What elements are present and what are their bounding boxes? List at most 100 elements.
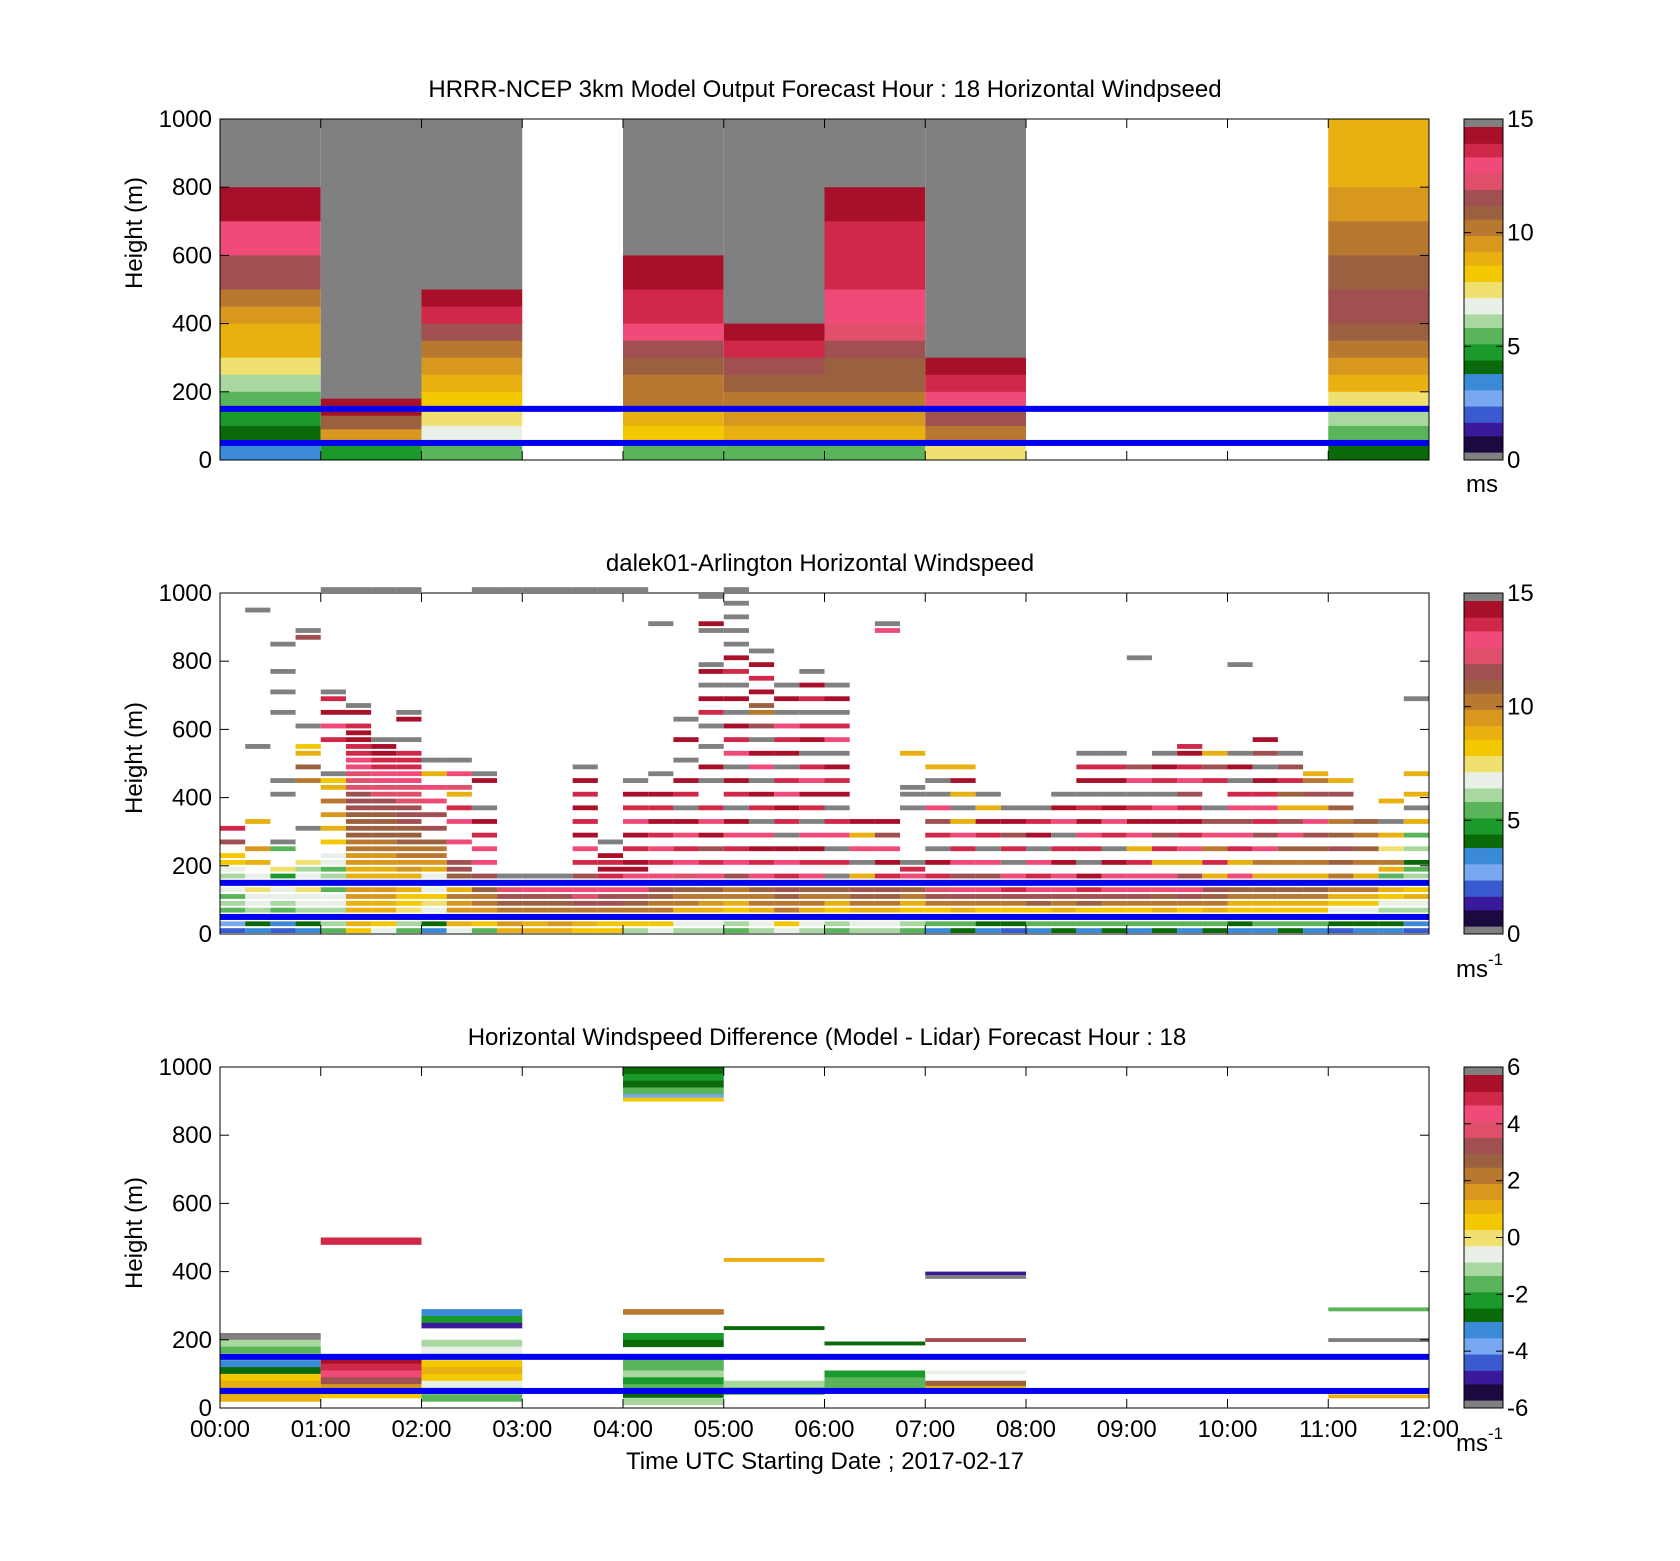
colorbar-swatch	[1464, 733, 1503, 738]
lidar-cell	[421, 907, 447, 913]
colorbar-swatch	[1464, 722, 1503, 727]
colorbar-swatch	[1464, 200, 1503, 204]
lidar-cell	[849, 894, 875, 899]
model-cell	[1328, 187, 1429, 222]
colorbar-swatch	[1464, 1112, 1503, 1117]
model-cell	[723, 391, 825, 410]
colorbar-swatch	[1464, 1370, 1503, 1374]
lidar-cell	[849, 832, 875, 838]
model-cell	[824, 425, 926, 444]
model-cell	[1328, 340, 1429, 359]
colorbar-swatch	[1464, 284, 1503, 288]
colorbar-swatch	[1464, 162, 1503, 166]
lidar-cell	[824, 894, 850, 899]
lidar-cell	[799, 791, 825, 797]
lidar-cell	[1126, 764, 1152, 770]
model-cell	[320, 119, 422, 400]
lidar-cell	[1151, 846, 1178, 852]
colorbar-swatch	[1464, 1348, 1503, 1352]
colorbar-swatch	[1464, 1183, 1503, 1187]
colorbar-swatch	[1464, 311, 1503, 315]
lidar-cell	[673, 832, 699, 838]
lidar-cell	[572, 873, 598, 879]
difference-cell	[220, 1380, 321, 1389]
colorbar-swatch	[1464, 1088, 1503, 1092]
lidar-cell	[723, 846, 749, 852]
lidar-cell	[748, 873, 775, 879]
lidar-cell	[320, 887, 346, 893]
lidar-cell	[1026, 894, 1052, 899]
colorbar-swatch	[1464, 1153, 1503, 1157]
lidar-cell	[748, 846, 775, 852]
difference-cell	[421, 1339, 523, 1348]
colorbar-swatch	[1464, 1118, 1503, 1122]
lidar-cell	[245, 894, 271, 899]
x-tick-label: 07:00	[895, 1416, 955, 1443]
colorbar-swatch	[1464, 178, 1503, 182]
model-cell	[623, 323, 724, 342]
colorbar-swatch	[1464, 1307, 1503, 1312]
lidar-cell	[245, 928, 271, 933]
lidar-cell	[446, 859, 472, 865]
difference-cell	[824, 1341, 926, 1346]
lidar-cell	[950, 846, 976, 852]
lidar-cell	[774, 832, 800, 838]
colorbar-swatch	[1464, 771, 1503, 775]
model-cell	[925, 408, 1026, 427]
panel-difference-colorbar-unit-exponent: -1	[1488, 1424, 1503, 1443]
colorbar-swatch	[1464, 625, 1503, 629]
colorbar-swatch	[1464, 779, 1503, 784]
lidar-cell	[723, 791, 749, 797]
lidar-cell	[648, 873, 674, 879]
lidar-cell	[1000, 805, 1026, 811]
lidar-cell	[270, 791, 296, 797]
colorbar-swatch	[1464, 1202, 1503, 1206]
colorbar-tick-label: 0	[1507, 447, 1520, 474]
lidar-cell	[1202, 873, 1228, 879]
x-tick-label: 08:00	[996, 1416, 1056, 1443]
lidar-cell	[799, 894, 825, 899]
colorbar-tick-label: 15	[1507, 106, 1534, 133]
colorbar-swatch	[1464, 159, 1503, 163]
colorbar-swatch	[1464, 682, 1503, 686]
lidar-cell	[1303, 894, 1329, 899]
colorbar-swatch	[1464, 194, 1503, 199]
lidar-cell	[497, 873, 523, 879]
difference-cell	[623, 1097, 724, 1102]
lidar-cell	[471, 873, 498, 879]
lidar-cell	[1202, 900, 1228, 906]
lidar-cell	[698, 723, 724, 729]
lidar-cell	[1202, 921, 1228, 927]
lidar-cell	[900, 784, 926, 790]
lidar-cell	[1151, 805, 1178, 811]
colorbar-swatch	[1464, 636, 1503, 640]
colorbar-swatch	[1464, 357, 1503, 361]
lidar-cell	[1403, 866, 1429, 872]
difference-cell	[623, 1309, 724, 1315]
lidar-cell	[396, 873, 422, 879]
lidar-cell	[1177, 778, 1203, 783]
lidar-cell	[1151, 764, 1178, 770]
lidar-cell	[925, 928, 951, 933]
model-cell	[320, 415, 422, 430]
model-cell	[1328, 221, 1429, 256]
colorbar-swatch	[1464, 923, 1503, 927]
lidar-cell	[1403, 873, 1429, 879]
colorbar-swatch	[1464, 893, 1503, 897]
colorbar-swatch	[1464, 397, 1503, 402]
colorbar-swatch	[1464, 1077, 1503, 1082]
lidar-cell	[421, 798, 447, 804]
lidar-cell	[774, 778, 800, 783]
colorbar-swatch	[1464, 376, 1503, 380]
colorbar-swatch	[1464, 154, 1503, 158]
colorbar-swatch	[1464, 1305, 1503, 1309]
colorbar-swatch	[1464, 1129, 1503, 1133]
lidar-cell	[1328, 859, 1354, 865]
panel-difference-colorbar: -6 -4 -2 0 2 4 6	[1463, 1054, 1528, 1422]
lidar-cell	[270, 907, 296, 913]
lidar-cell	[698, 805, 724, 811]
lidar-cell	[320, 696, 346, 702]
lidar-cell	[345, 887, 372, 893]
lidar-cell	[673, 846, 699, 852]
y-tick-label: 1000	[159, 106, 212, 133]
